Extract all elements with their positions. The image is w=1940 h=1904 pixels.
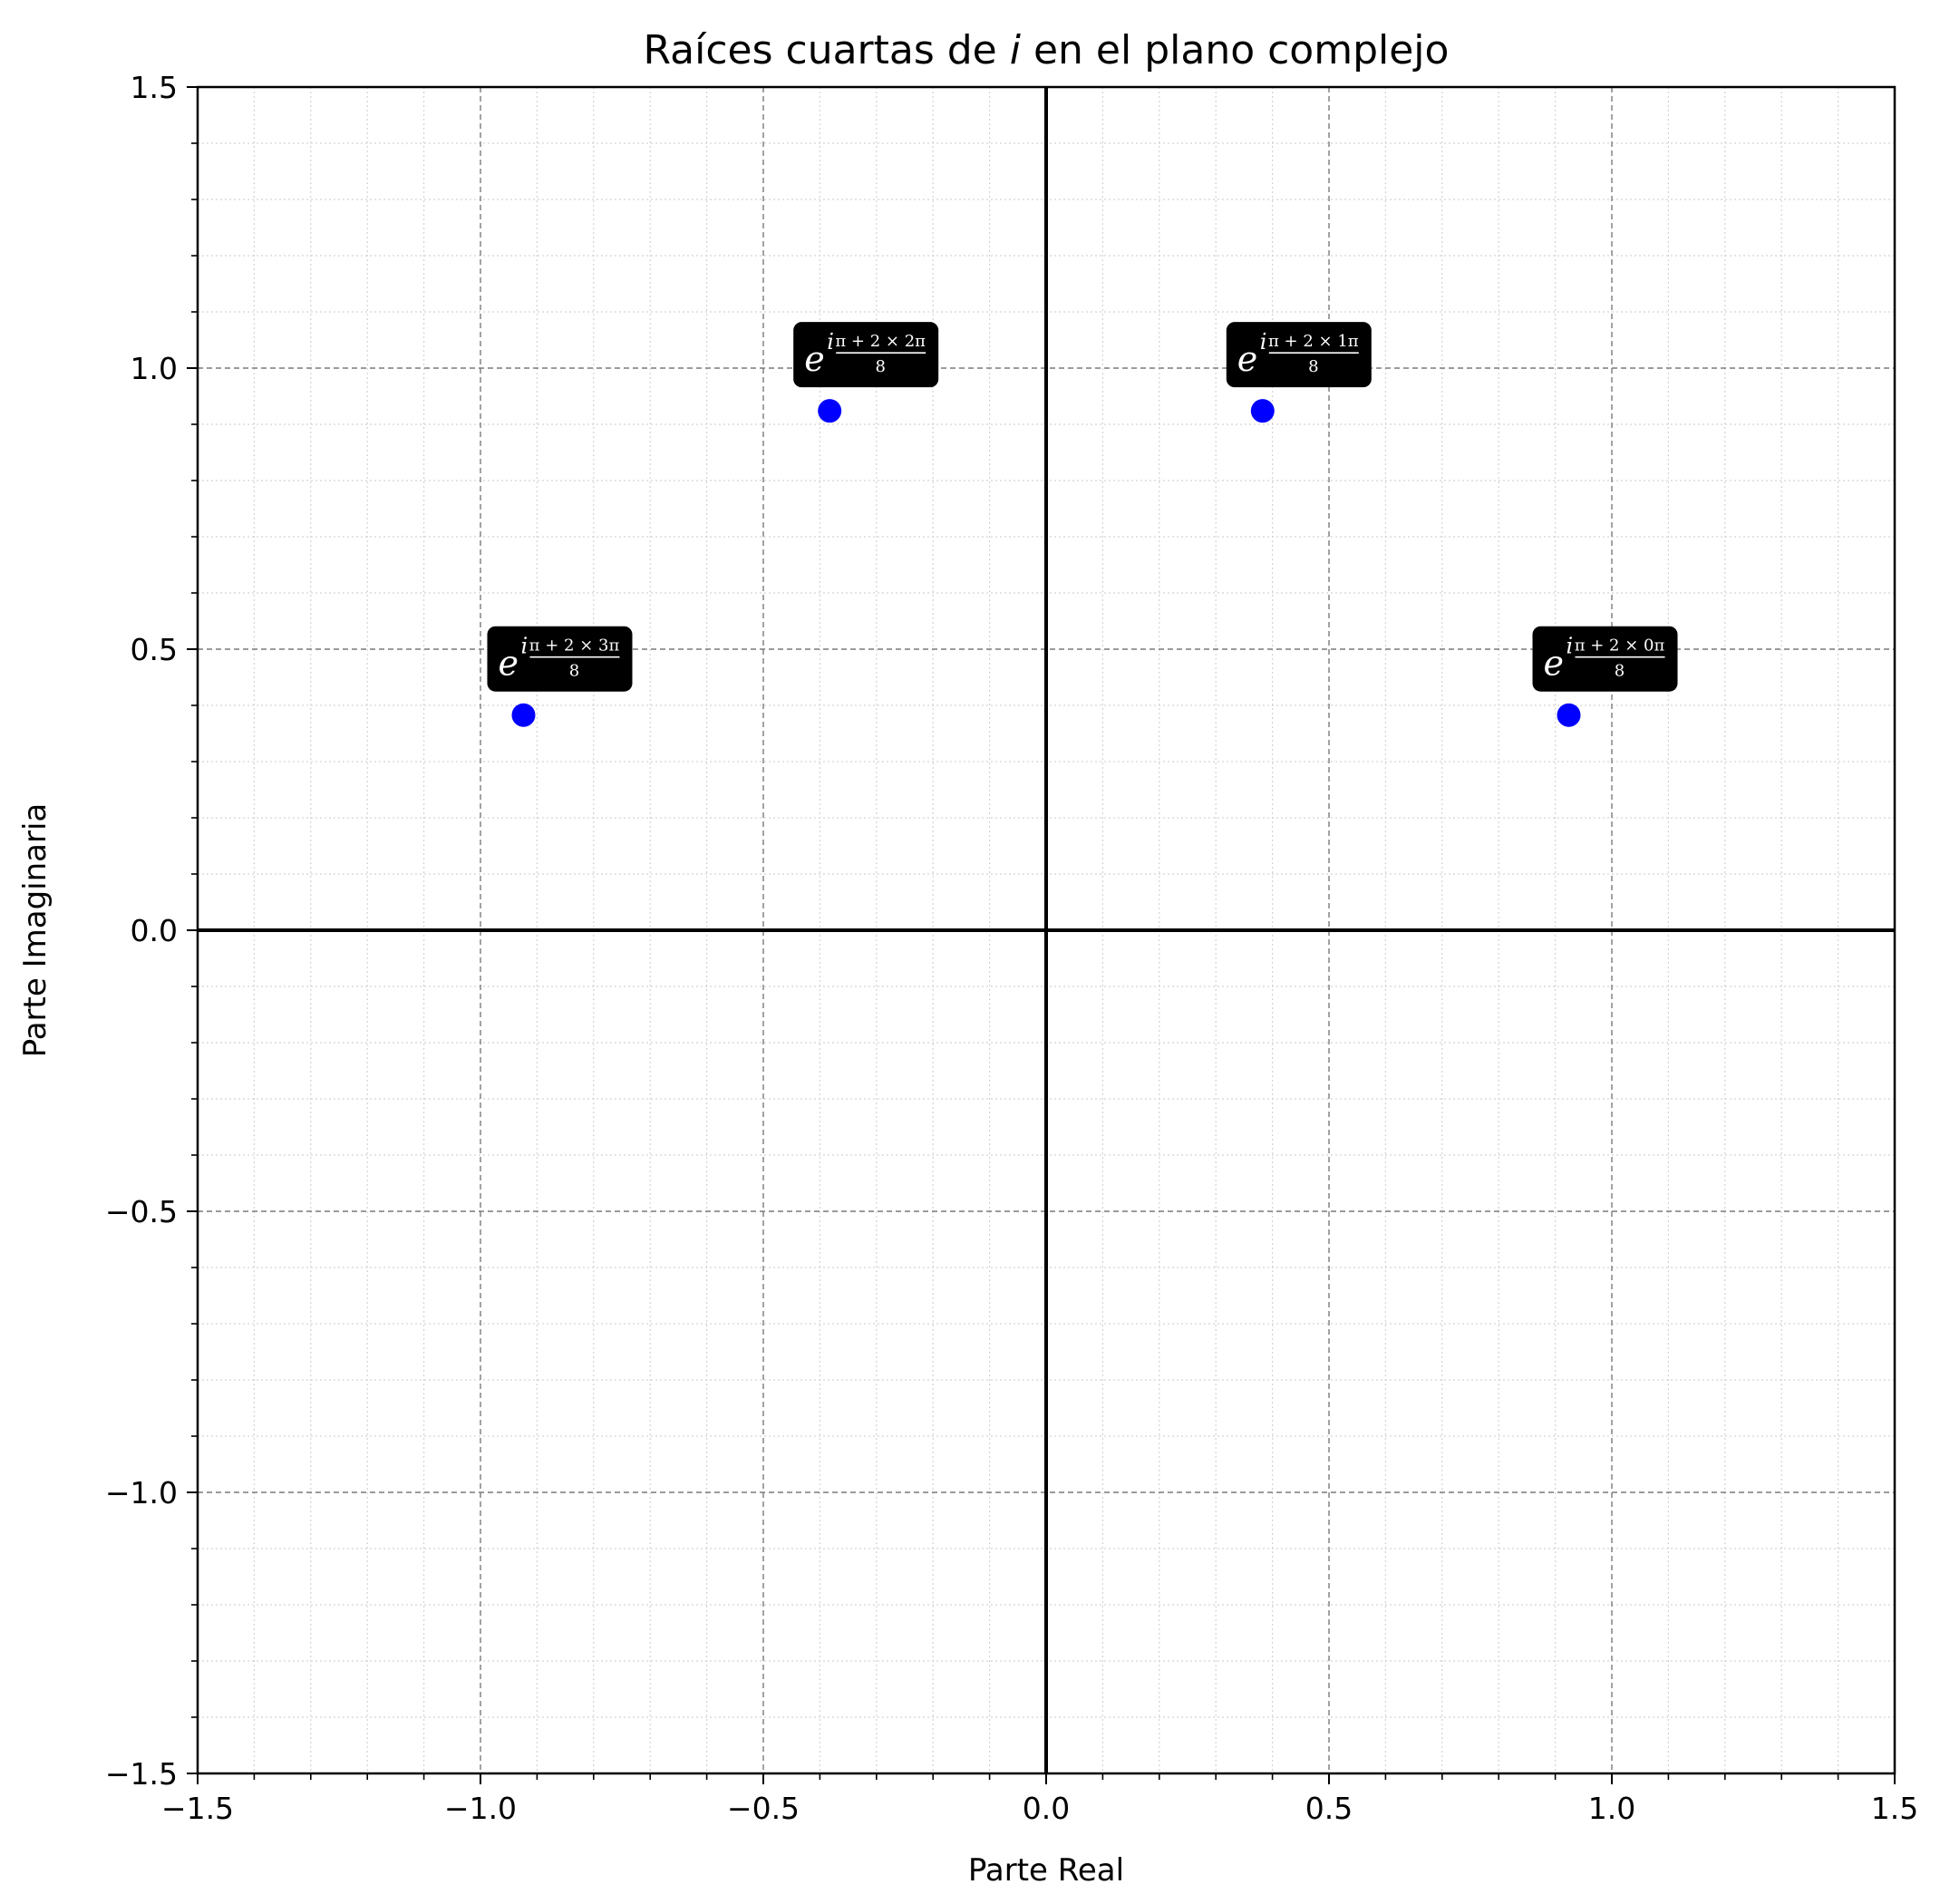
root-label-imag-unit: i — [1260, 329, 1267, 355]
root-label-base: e — [804, 339, 825, 379]
root-label-denominator: 8 — [1615, 662, 1625, 681]
root-label-numerator: π + 2 × 1π — [1268, 332, 1359, 351]
y-tick-label: 0.0 — [131, 913, 178, 948]
root-label-base: e — [498, 644, 519, 684]
y-tick-label: 0.5 — [131, 632, 178, 667]
root-label-base: e — [1544, 644, 1565, 684]
y-tick-label: −1.0 — [105, 1475, 178, 1511]
x-tick-label: 0.5 — [1305, 1791, 1353, 1826]
y-tick-label: −1.5 — [105, 1756, 178, 1792]
x-tick-label: −1.0 — [444, 1791, 517, 1826]
root-label-numerator: π + 2 × 0π — [1575, 636, 1665, 656]
x-tick-label: 0.0 — [1023, 1791, 1070, 1826]
ticks — [187, 86, 1896, 1784]
root-label-base: e — [1237, 339, 1258, 379]
chart-title: Raíces cuartas de i en el plano complejo — [644, 27, 1450, 73]
root-label-denominator: 8 — [875, 357, 885, 376]
root-label-imag-unit: i — [520, 634, 528, 659]
zero-axes — [198, 87, 1895, 1773]
root-label-numerator: π + 2 × 2π — [835, 332, 926, 351]
root-label-imag-unit: i — [1567, 634, 1574, 659]
y-tick-label: 1.0 — [131, 351, 178, 386]
root-label-box — [1532, 626, 1678, 692]
x-axis-label: Parte Real — [968, 1852, 1124, 1889]
root-label-denominator: 8 — [569, 662, 579, 681]
y-axis-label: Parte Imaginaria — [17, 803, 53, 1058]
x-tick-label: 1.0 — [1588, 1791, 1635, 1826]
root-label-box — [1226, 322, 1372, 388]
root-point — [1250, 399, 1275, 423]
points — [511, 399, 1581, 727]
y-tick-label: −0.5 — [105, 1194, 178, 1229]
x-tick-label: −1.5 — [161, 1791, 234, 1826]
y-tick-label: 1.5 — [131, 70, 178, 105]
x-tick-label: 1.5 — [1871, 1791, 1918, 1826]
root-point — [1557, 703, 1581, 727]
root-point — [818, 399, 842, 423]
root-label-denominator: 8 — [1308, 357, 1318, 376]
root-label-imag-unit: i — [827, 329, 834, 355]
root-label-box — [793, 322, 939, 388]
root-label-box — [487, 626, 633, 692]
root-label-numerator: π + 2 × 3π — [529, 636, 620, 656]
x-tick-label: −0.5 — [727, 1791, 800, 1826]
root-point — [511, 703, 536, 727]
tick-labels: −1.5−1.5 −1.0 −1.0 −0.5 −0.5 0.0 0.0 0.5 0.5 1.0 1… — [105, 70, 1918, 1826]
